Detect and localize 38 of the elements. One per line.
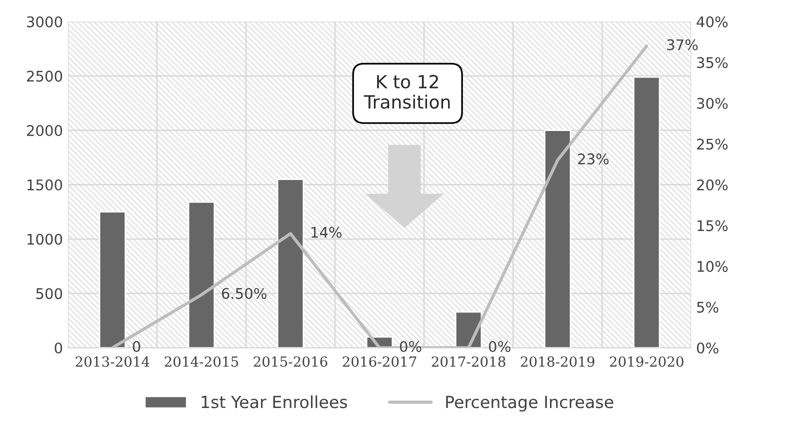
data-label: 0% [488,340,510,352]
x-tick-label: 2018-2019 [520,356,594,367]
y-tick-label: 1500 [28,179,62,190]
bar [276,178,304,348]
data-label: 14% [312,226,342,238]
y-tick-label: 2000 [27,125,62,136]
data-label: 0% [400,340,422,352]
y2-tick-label: 30% [697,98,728,109]
x-tick-label: 2013-2014 [76,356,150,367]
bar [633,76,660,348]
bar [544,130,572,348]
bar [98,211,126,348]
data-label: 0 [132,340,140,352]
y-tick-label: 2500 [27,70,62,82]
data-label: 6.50% [222,288,266,299]
y2-tick-label: 20% [697,179,728,190]
y-tick-label: 3000 [27,16,62,28]
y-tick-label: 500 [36,288,62,300]
y2-tick-label: 0% [696,342,718,354]
y2-tick-label: 15% [698,220,728,232]
x-tick-label: 2014-2015 [164,356,238,367]
y2-tick-label: 25% [697,138,728,150]
y2-tick-label: 5% [697,302,718,313]
x-tick-label: 2019-2020 [610,356,684,367]
bar [188,201,216,348]
legend-label: Percentage Increase [446,396,614,412]
annotation: K to 12 Transition [364,74,450,109]
data-label: 37% [667,39,698,50]
y2-tick-label: 40% [696,16,728,28]
y2-tick-label: 10% [698,260,728,272]
y-tick-label: 0 [54,342,62,354]
data-label: 23% [578,153,609,164]
legend-label: 1st Year Enrollees [202,395,348,408]
x-tick-label: 2017-2018 [432,356,506,367]
y2-tick-label: 35% [697,57,728,68]
y-tick-label: 1000 [28,234,62,245]
x-tick-label: 2016-2017 [342,356,416,367]
x-tick-label: 2015-2016 [254,356,328,367]
